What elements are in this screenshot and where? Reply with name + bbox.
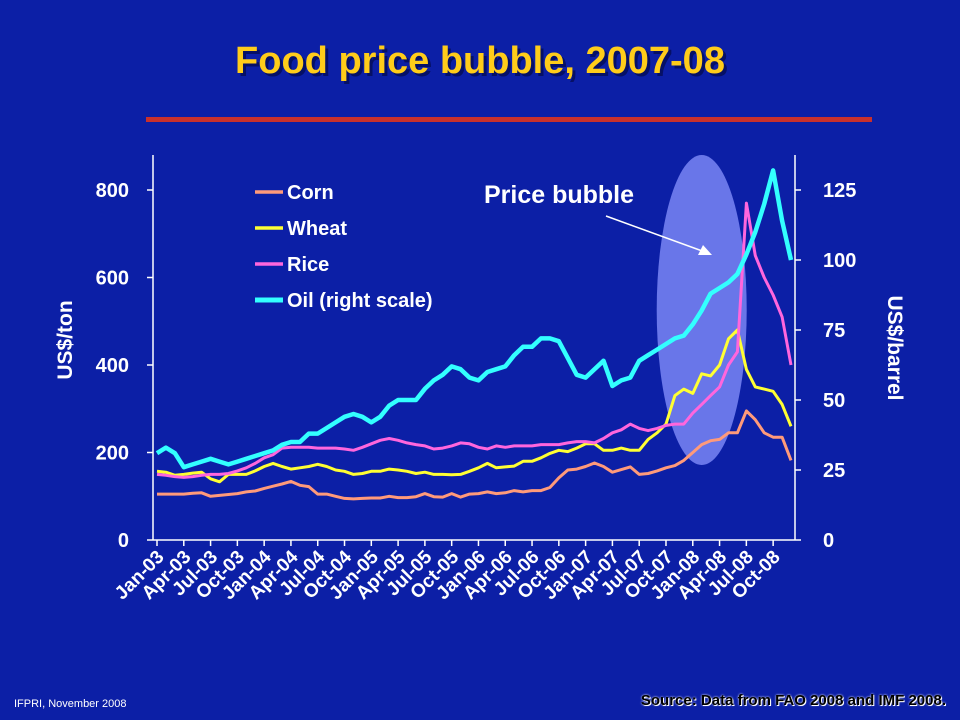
y2-tick-label: 125 [823, 180, 856, 202]
title-underline [146, 117, 872, 122]
annotation-layer: Price bubble [484, 181, 712, 255]
price-bubble-label: Price bubble [484, 181, 634, 209]
y-tick-label: 400 [96, 355, 129, 377]
footer-credit: IFPRI, November 2008 [14, 698, 127, 710]
legend-label-rice: Rice [287, 254, 329, 276]
y-tick-label: 600 [96, 268, 129, 290]
series-layer [155, 168, 794, 501]
y2-axis-title: US$/barrel [883, 295, 906, 400]
corn-series-line [157, 409, 793, 501]
y2-tick-label: 0 [823, 530, 834, 552]
y-tick-label: 0 [118, 530, 129, 552]
annotation-arrow-line [605, 215, 706, 253]
y-axis-title: US$/ton [54, 300, 77, 379]
annotation-arrowhead [698, 245, 712, 255]
legend-label-corn: Corn [287, 182, 334, 204]
y-tick-label: 800 [96, 180, 129, 202]
y2-tick-label: 75 [823, 320, 845, 342]
y2-tick-label: 100 [823, 250, 856, 272]
oil-series-line [155, 168, 794, 470]
source-note: Source: Data from FAO 2008 and IMF 2008. [640, 692, 946, 709]
legend-label-oil: Oil (right scale) [287, 290, 433, 312]
rice-series-line [156, 201, 793, 479]
wheat-series-line [156, 328, 793, 484]
legend-label-wheat: Wheat [287, 218, 347, 240]
chart-legend: Corn Wheat Rice Oil (right scale) [255, 182, 433, 312]
y2-tick-label: 50 [823, 390, 845, 412]
y2-tick-label: 25 [823, 460, 845, 482]
page-title: Food price bubble, 2007-08 [235, 40, 725, 82]
y-tick-label: 200 [96, 443, 129, 465]
